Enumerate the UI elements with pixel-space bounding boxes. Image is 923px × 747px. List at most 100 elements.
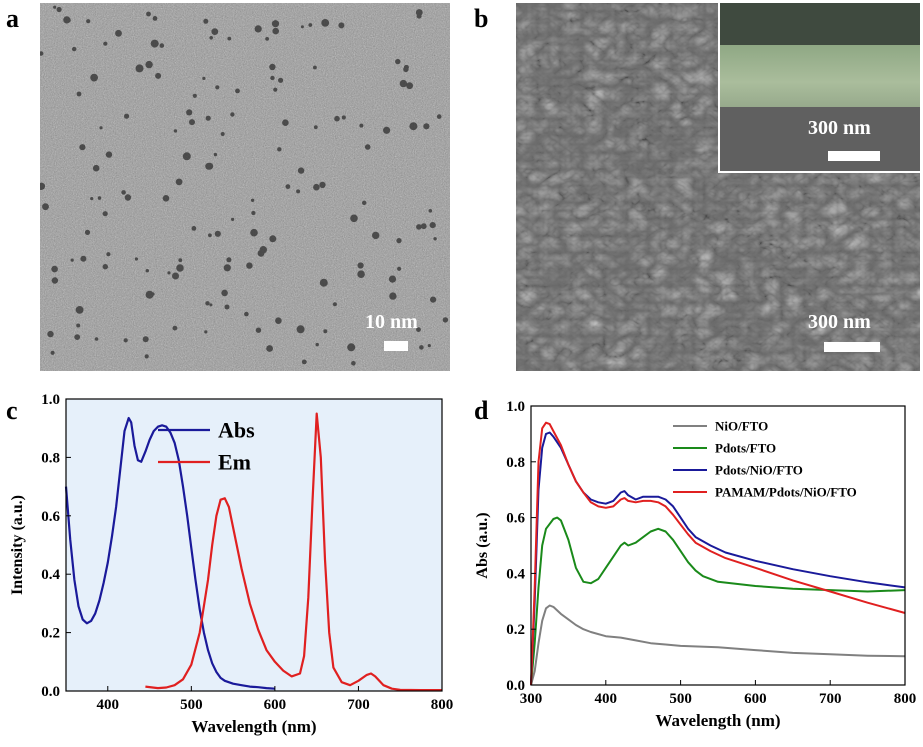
nanoparticle xyxy=(269,63,276,71)
y-tick-label: 0.6 xyxy=(506,511,525,527)
nanoparticle xyxy=(395,58,401,65)
nanoparticle xyxy=(227,36,232,41)
nanoparticle xyxy=(159,43,165,48)
nanoparticle xyxy=(211,28,219,35)
nanoparticle xyxy=(399,79,408,88)
nanoparticle xyxy=(121,190,126,195)
nanoparticle xyxy=(146,11,151,17)
nanoparticle xyxy=(99,126,103,130)
nanoparticle xyxy=(102,211,108,217)
x-tick-label: 400 xyxy=(595,691,618,707)
nanoparticle xyxy=(430,296,437,303)
nanoparticle xyxy=(70,258,74,262)
nanoparticle xyxy=(173,129,178,133)
nanoparticle xyxy=(191,226,197,231)
nanoparticle xyxy=(297,167,305,174)
legend-label: Em xyxy=(218,450,251,475)
nanoparticle xyxy=(338,22,345,29)
nanoparticle xyxy=(341,115,346,120)
y-tick-label: 0.4 xyxy=(506,566,525,582)
nanoparticle xyxy=(396,238,402,244)
nanoparticle xyxy=(416,224,422,230)
nanoparticle xyxy=(204,330,208,334)
y-tick-label: 1.0 xyxy=(41,392,60,408)
nanoparticle xyxy=(150,39,159,48)
y-tick-label: 0.2 xyxy=(506,622,525,638)
cross-section-inset: 300 nm xyxy=(718,3,920,173)
nanoparticle xyxy=(66,17,71,23)
nanoparticle xyxy=(273,87,278,92)
nanoparticle xyxy=(419,345,424,350)
nanoparticle xyxy=(145,60,153,69)
nanoparticle xyxy=(403,66,409,73)
nanoparticle xyxy=(319,278,328,287)
series-line-em xyxy=(145,412,442,692)
y-tick-label: 1.0 xyxy=(506,399,525,415)
nanoparticle xyxy=(206,162,214,170)
inset-substrate xyxy=(720,107,920,171)
nanoparticle xyxy=(409,122,418,131)
nanoparticle xyxy=(106,252,111,257)
panel-label-b: b xyxy=(474,4,489,33)
y-tick-label: 0.2 xyxy=(41,626,60,642)
nanoparticle xyxy=(266,345,273,352)
nanoparticle xyxy=(254,25,262,33)
nanoparticle xyxy=(362,200,367,205)
nanoparticle xyxy=(208,233,212,238)
nanoparticle xyxy=(142,336,149,343)
scale-bar xyxy=(384,341,408,351)
nanoparticle xyxy=(205,115,211,121)
nanoparticle xyxy=(53,5,57,9)
nanoparticle xyxy=(230,112,235,117)
nanoparticle xyxy=(145,269,149,273)
nanoparticle xyxy=(270,75,275,81)
nanoparticle xyxy=(50,350,55,355)
nanoparticle xyxy=(319,181,326,189)
tem-texture xyxy=(40,3,450,371)
nanoparticle xyxy=(255,327,262,333)
nanoparticle xyxy=(134,257,138,261)
nanoparticle xyxy=(285,184,291,190)
nanoparticle xyxy=(244,311,249,317)
nanoparticle xyxy=(323,329,328,334)
nanoparticle xyxy=(231,217,235,221)
nanoparticle xyxy=(423,123,430,130)
nanoparticle xyxy=(359,123,364,128)
nanoparticle xyxy=(162,195,170,202)
nanoparticle xyxy=(301,359,307,365)
nanoparticle xyxy=(151,292,155,296)
nanoparticle xyxy=(145,290,154,299)
nanoparticle xyxy=(388,275,397,283)
nanoparticle xyxy=(152,16,158,21)
nanoparticle xyxy=(90,73,98,82)
nanoparticle xyxy=(97,196,102,200)
inset-scale-bar xyxy=(828,151,880,161)
nanoparticle xyxy=(103,41,108,46)
nanoparticle xyxy=(84,229,91,235)
nanoparticle xyxy=(79,144,86,151)
nanoparticle xyxy=(135,64,144,73)
x-tick-label: 400 xyxy=(97,697,120,713)
nanoparticle xyxy=(213,152,218,157)
nanoparticle xyxy=(175,178,183,186)
nanoparticle xyxy=(420,223,427,230)
nanoparticle xyxy=(364,144,371,150)
scale-bar xyxy=(824,342,880,352)
nanoparticle xyxy=(224,304,230,310)
nanoparticle xyxy=(313,183,320,191)
nanoparticle xyxy=(172,272,179,280)
nanoparticle xyxy=(92,164,100,172)
nanoparticle xyxy=(436,114,442,119)
y-tick-label: 0.8 xyxy=(506,455,525,471)
nanoparticle xyxy=(90,197,94,201)
x-tick-label: 700 xyxy=(819,691,842,707)
nanoparticle xyxy=(144,354,149,359)
panel-label-a: a xyxy=(6,4,19,33)
x-tick-label: 600 xyxy=(744,691,767,707)
legend-label: NiO/FTO xyxy=(715,419,768,434)
nanoparticle xyxy=(40,51,44,56)
nanoparticle xyxy=(220,132,225,136)
nanoparticle xyxy=(278,77,284,83)
nanoparticle xyxy=(105,151,113,158)
legend-label: Abs xyxy=(218,418,255,443)
